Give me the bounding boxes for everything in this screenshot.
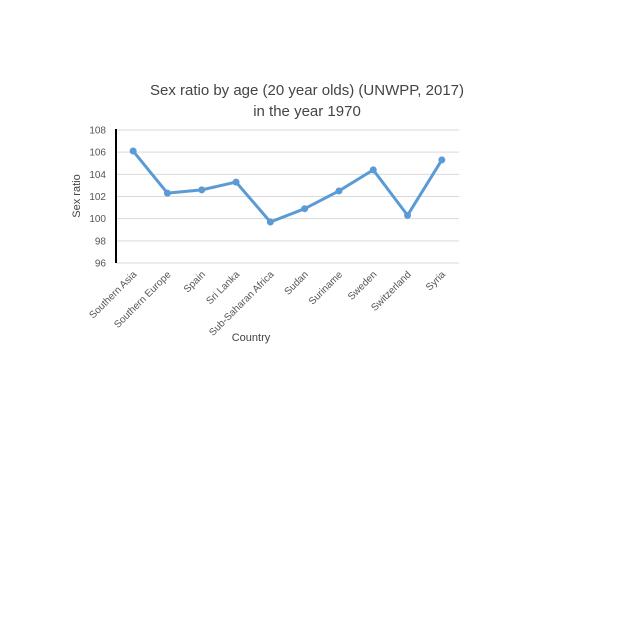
data-point	[129, 147, 137, 155]
x-tick-label: Spain	[182, 269, 208, 295]
y-axis-label: Sex ratio	[71, 174, 83, 217]
x-tick-label: Syria	[424, 269, 448, 293]
data-point	[369, 166, 377, 174]
data-point	[438, 156, 446, 164]
x-tick-label: Sweden	[346, 269, 379, 302]
data-point	[232, 178, 240, 186]
data-point	[335, 187, 343, 195]
data-point	[163, 189, 171, 197]
data-point	[301, 205, 309, 213]
series-line	[131, 150, 444, 224]
x-tick-label: Suriname	[307, 269, 345, 307]
y-tick-label: 106	[89, 148, 106, 159]
y-tick-label: 98	[95, 236, 107, 247]
chart-title-line-1: Sex ratio by age (20 year olds) (UNWPP, …	[150, 82, 464, 99]
y-tick-labels: 96 98 100 102 104 106 108	[89, 126, 106, 270]
gridlines	[116, 129, 459, 264]
y-tick-label: 104	[89, 170, 106, 181]
y-tick-label: 108	[89, 126, 106, 137]
data-point	[404, 211, 412, 219]
chart-title-line-2: in the year 1970	[253, 103, 361, 120]
y-tick-label: 100	[89, 214, 106, 225]
y-tick-label: 96	[95, 259, 107, 270]
x-tick-label: Sudan	[283, 269, 311, 297]
y-tick-label: 102	[89, 192, 106, 203]
data-point	[266, 218, 274, 226]
series-points	[129, 147, 446, 226]
x-axis-label: Country	[232, 332, 271, 344]
data-point	[198, 186, 206, 194]
x-tick-label: Sub-Saharan Africa	[207, 269, 276, 338]
